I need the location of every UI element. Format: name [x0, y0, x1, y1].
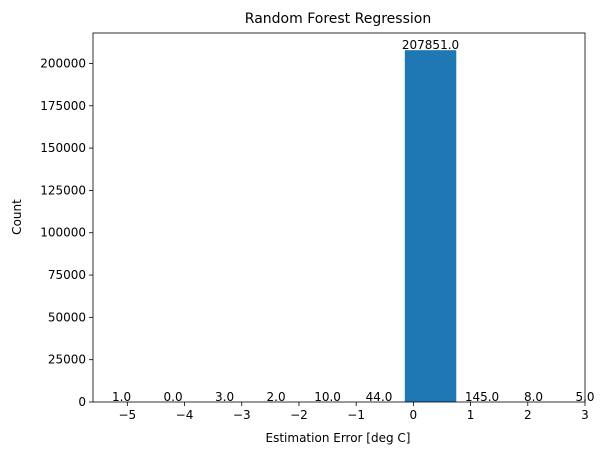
- y-tick-label: 25000: [48, 353, 86, 367]
- bar-value-label: 8.0: [524, 390, 543, 404]
- bar-value-label: 145.0: [465, 390, 499, 404]
- y-tick-label: 0: [78, 395, 86, 409]
- bar-labels: 1.0 0.0 3.0 2.0 10.0 44.0 207851.0 145.0 8.0 5.0: [112, 38, 594, 404]
- plot-frame: [92, 32, 586, 403]
- y-tick-label: 75000: [48, 268, 86, 282]
- bar-value-label: 1.0: [112, 390, 131, 404]
- bar-value-label: 5.0: [575, 390, 594, 404]
- bar-value-label: 0.0: [164, 390, 183, 404]
- bar-value-label: 10.0: [314, 390, 341, 404]
- bar-value-label: 2.0: [267, 390, 286, 404]
- y-tick-label: 150000: [40, 141, 86, 155]
- x-tick-label: −2: [290, 408, 308, 422]
- x-tick-label: −1: [347, 408, 365, 422]
- y-tick-label: 50000: [48, 310, 86, 324]
- bars-layer: [404, 50, 457, 403]
- x-tick-label: 1: [467, 408, 475, 422]
- x-tick-label: −3: [233, 408, 251, 422]
- bar-value-label: 207851.0: [402, 38, 459, 52]
- x-tick-label: −5: [118, 408, 136, 422]
- y-tick-label: 100000: [40, 226, 86, 240]
- bar-value-label: 3.0: [215, 390, 234, 404]
- x-tick-label: 2: [524, 408, 532, 422]
- x-axis-title: Estimation Error [deg C]: [266, 431, 411, 445]
- y-axis: 0 25000 50000 75000 100000 125000 150000 175000…: [40, 56, 93, 409]
- x-tick-label: 0: [410, 408, 418, 422]
- y-axis-title: Count: [10, 199, 24, 235]
- x-axis: −5 −4 −3 −2 −1 0 1 2 3: [118, 402, 589, 422]
- x-tick-label: 3: [581, 408, 589, 422]
- y-tick-label: 200000: [40, 56, 86, 70]
- x-tick-label: −4: [176, 408, 194, 422]
- y-tick-label: 175000: [40, 99, 86, 113]
- y-tick-label: 125000: [40, 183, 86, 197]
- bar: [404, 50, 457, 403]
- chart-title: Random Forest Regression: [245, 11, 431, 27]
- bar-value-label: 44.0: [366, 390, 393, 404]
